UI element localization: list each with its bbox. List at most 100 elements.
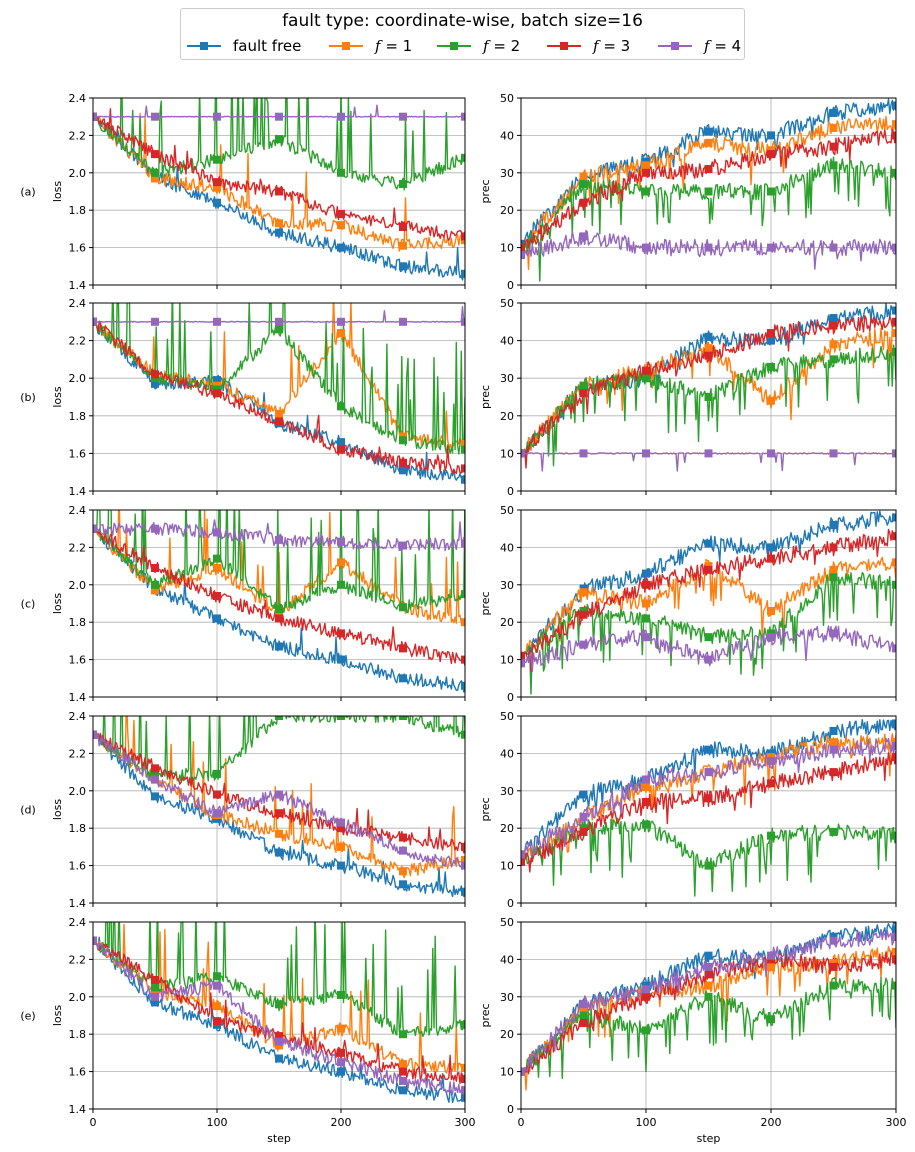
y-tick-label: 2.4	[69, 710, 87, 723]
y-axis-label: loss	[51, 1005, 64, 1027]
data-point	[767, 449, 775, 458]
y-tick-label: 20	[500, 822, 514, 835]
data-point	[704, 332, 713, 341]
data-point	[704, 768, 713, 777]
data-point	[461, 464, 465, 473]
y-tick-label: 10	[500, 447, 514, 460]
data-point	[399, 867, 407, 876]
data-point	[704, 393, 713, 401]
data-point	[704, 187, 713, 196]
data-point	[275, 829, 283, 838]
series-line-f-1	[521, 556, 896, 657]
y-tick-label: 40	[500, 129, 514, 142]
data-point	[704, 449, 713, 458]
data-point	[93, 936, 97, 945]
row-label: (b)	[20, 391, 36, 404]
subplot-loss-3: 1.4 1.6 1.8 2.0 2.2 2.4 loss (d)	[20, 710, 466, 910]
data-point	[213, 769, 221, 778]
y-tick-label: 0	[507, 279, 514, 292]
legend-label: f = 1	[375, 37, 413, 55]
data-point	[151, 775, 159, 784]
data-point	[892, 306, 896, 315]
data-point	[337, 221, 345, 230]
data-point	[829, 449, 838, 458]
data-point	[213, 317, 221, 326]
data-point	[213, 554, 221, 563]
data-point	[337, 1067, 345, 1076]
y-tick-label: 1.6	[69, 860, 87, 873]
y-tick-label: 1.8	[69, 204, 87, 217]
data-point	[399, 880, 407, 889]
legend-label: fault free	[233, 37, 302, 55]
data-point	[767, 243, 775, 252]
data-point	[275, 614, 283, 623]
legend-marker	[671, 42, 679, 50]
axes-frame	[520, 715, 897, 904]
y-tick-label: 40	[500, 335, 514, 348]
data-point	[337, 112, 345, 121]
data-point	[461, 861, 465, 870]
data-point	[829, 726, 838, 735]
y-tick-label: 40	[500, 953, 514, 966]
data-point	[337, 168, 345, 177]
data-point	[275, 112, 283, 121]
data-point	[275, 535, 283, 544]
data-point	[704, 165, 713, 174]
data-point	[151, 975, 159, 984]
y-tick-label: 50	[500, 504, 514, 517]
series-group	[93, 303, 465, 485]
data-point	[337, 537, 345, 546]
data-point	[275, 325, 283, 334]
data-point	[579, 198, 588, 207]
data-point	[337, 655, 345, 664]
data-point	[767, 962, 775, 971]
data-point	[704, 951, 713, 960]
data-point	[829, 161, 838, 170]
data-point	[213, 563, 221, 572]
data-point	[829, 962, 838, 971]
data-point	[337, 445, 345, 454]
data-point	[399, 112, 407, 121]
data-point	[151, 563, 159, 572]
y-tick-label: 2.0	[69, 579, 87, 592]
data-point	[642, 243, 650, 252]
axes-frame	[520, 302, 897, 492]
data-point	[892, 317, 896, 326]
row-label: (d)	[20, 804, 36, 817]
data-point	[337, 842, 345, 851]
data-point	[461, 855, 465, 864]
data-point	[892, 947, 896, 956]
subplot-prec-4: 0 10 20 30 40 50 0 100 200 300 step prec	[479, 916, 907, 1145]
y-axis-label: loss	[51, 799, 64, 821]
y-tick-label: 20	[500, 204, 514, 217]
data-point	[399, 1086, 407, 1095]
data-point	[704, 970, 713, 979]
data-point	[829, 355, 838, 364]
y-tick-label: 50	[500, 916, 514, 929]
data-point	[399, 603, 407, 612]
data-point	[461, 618, 465, 627]
y-tick-label: 10	[500, 654, 514, 667]
y-tick-label: 2.2	[69, 129, 87, 142]
legend-marker	[450, 42, 458, 50]
data-point	[521, 850, 525, 859]
data-point	[275, 790, 283, 799]
y-tick-label: 50	[500, 92, 514, 105]
y-tick-label: 30	[500, 372, 514, 385]
data-point	[337, 990, 345, 999]
data-point	[275, 409, 283, 418]
data-point	[704, 794, 713, 803]
data-point	[151, 174, 159, 183]
data-point	[213, 112, 221, 121]
data-point	[461, 317, 465, 326]
subplot-prec-3: 0 10 20 30 40 50 prec	[479, 710, 897, 910]
y-tick-label: 0	[507, 897, 514, 910]
data-point	[399, 833, 407, 842]
y-tick-label: 1.8	[69, 410, 87, 423]
data-point	[892, 101, 896, 110]
data-point	[213, 1002, 221, 1011]
data-point	[275, 1000, 283, 1009]
data-point	[767, 336, 775, 345]
y-tick-label: 0	[507, 1103, 514, 1116]
data-point	[399, 458, 407, 467]
